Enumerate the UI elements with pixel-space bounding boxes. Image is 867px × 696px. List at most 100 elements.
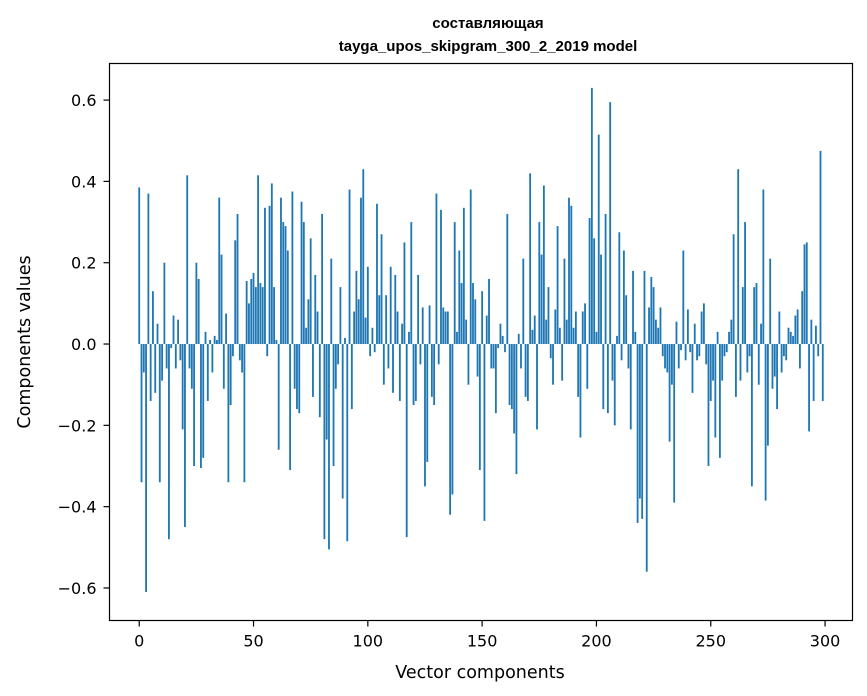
bar-28 <box>202 344 205 458</box>
bar-272 <box>760 323 762 345</box>
bar-27 <box>200 344 202 469</box>
y-tick-label: 0.4 <box>71 172 96 191</box>
bar-268 <box>750 344 753 487</box>
bar-67 <box>291 191 294 345</box>
bar-223 <box>648 307 650 345</box>
bar-22 <box>188 344 191 369</box>
bar-129 <box>433 344 436 406</box>
bar-194 <box>581 311 584 345</box>
bar-58 <box>270 183 273 345</box>
bar-264 <box>741 287 744 345</box>
bar-211 <box>620 344 623 361</box>
bar-184 <box>558 327 561 345</box>
bar-44 <box>238 344 241 361</box>
bar-180 <box>549 344 552 359</box>
bar-14 <box>170 344 173 349</box>
bar-165 <box>515 344 518 475</box>
bar-1 <box>140 344 143 483</box>
bar-200 <box>595 331 598 345</box>
bar-229 <box>661 344 664 357</box>
y-tick-label: 0.6 <box>71 91 96 110</box>
bar-3 <box>145 344 147 593</box>
bar-179 <box>547 287 550 345</box>
bar-198 <box>590 87 593 345</box>
bar-256 <box>723 344 726 357</box>
bar-82 <box>325 344 328 440</box>
bar-203 <box>602 344 605 410</box>
bar-240 <box>686 309 689 345</box>
bar-105 <box>378 295 381 345</box>
bar-164 <box>513 344 516 434</box>
bar-103 <box>373 344 376 353</box>
bar-56 <box>266 344 269 357</box>
bar-126 <box>426 344 429 462</box>
bar-162 <box>508 344 511 406</box>
bar-16 <box>174 344 177 369</box>
bar-221 <box>643 270 646 345</box>
bar-46 <box>243 344 246 483</box>
bar-295 <box>812 344 815 401</box>
bar-123 <box>419 344 422 365</box>
bar-197 <box>588 218 591 345</box>
bar-134 <box>444 311 447 345</box>
bar-239 <box>684 344 687 361</box>
bar-144 <box>467 344 470 385</box>
bar-158 <box>499 323 502 345</box>
bar-97 <box>360 197 362 345</box>
bar-290 <box>801 291 804 345</box>
bar-230 <box>664 344 666 369</box>
bar-135 <box>446 311 449 345</box>
bar-189 <box>570 205 573 345</box>
bar-122 <box>417 274 420 345</box>
bar-48 <box>248 303 250 345</box>
bar-102 <box>371 327 374 345</box>
bar-130 <box>435 193 438 345</box>
bar-114 <box>398 344 401 401</box>
x-tick-label: 50 <box>243 632 263 651</box>
bar-227 <box>657 327 660 345</box>
bar-50 <box>252 272 255 345</box>
bar-34 <box>216 339 218 345</box>
bar-163 <box>510 344 513 410</box>
bar-178 <box>545 319 548 345</box>
bar-26 <box>197 278 200 345</box>
bar-273 <box>762 189 765 345</box>
bar-131 <box>437 344 440 365</box>
bar-100 <box>366 266 369 345</box>
bar-171 <box>529 173 532 345</box>
bar-23 <box>190 344 193 389</box>
bar-249 <box>707 344 710 466</box>
bar-85 <box>332 344 335 466</box>
bar-168 <box>522 258 525 345</box>
bar-84 <box>330 258 333 345</box>
bar-279 <box>776 344 778 410</box>
bar-213 <box>625 295 628 345</box>
bar-147 <box>474 299 477 345</box>
bar-78 <box>316 311 319 345</box>
bar-244 <box>696 344 698 361</box>
bar-246 <box>700 311 703 345</box>
bar-113 <box>396 311 399 345</box>
bar-258 <box>728 331 730 345</box>
bar-175 <box>538 222 541 345</box>
x-tick-label: 100 <box>353 632 384 651</box>
bar-231 <box>666 344 669 373</box>
bar-214 <box>627 344 630 369</box>
bar-53 <box>259 283 262 345</box>
bar-30 <box>206 344 209 401</box>
bar-201 <box>597 134 600 345</box>
bar-220 <box>641 344 644 519</box>
bar-276 <box>769 258 772 345</box>
bar-192 <box>577 344 580 397</box>
y-tick-label: −0.4 <box>58 498 97 517</box>
bar-251 <box>712 344 714 381</box>
bar-12 <box>165 344 168 369</box>
bar-172 <box>531 329 534 345</box>
bar-109 <box>387 344 390 369</box>
bar-286 <box>792 335 794 345</box>
bar-75 <box>309 238 312 345</box>
bar-283 <box>785 344 788 361</box>
bar-59 <box>273 287 276 345</box>
bar-177 <box>542 185 545 345</box>
bar-80 <box>321 213 324 345</box>
